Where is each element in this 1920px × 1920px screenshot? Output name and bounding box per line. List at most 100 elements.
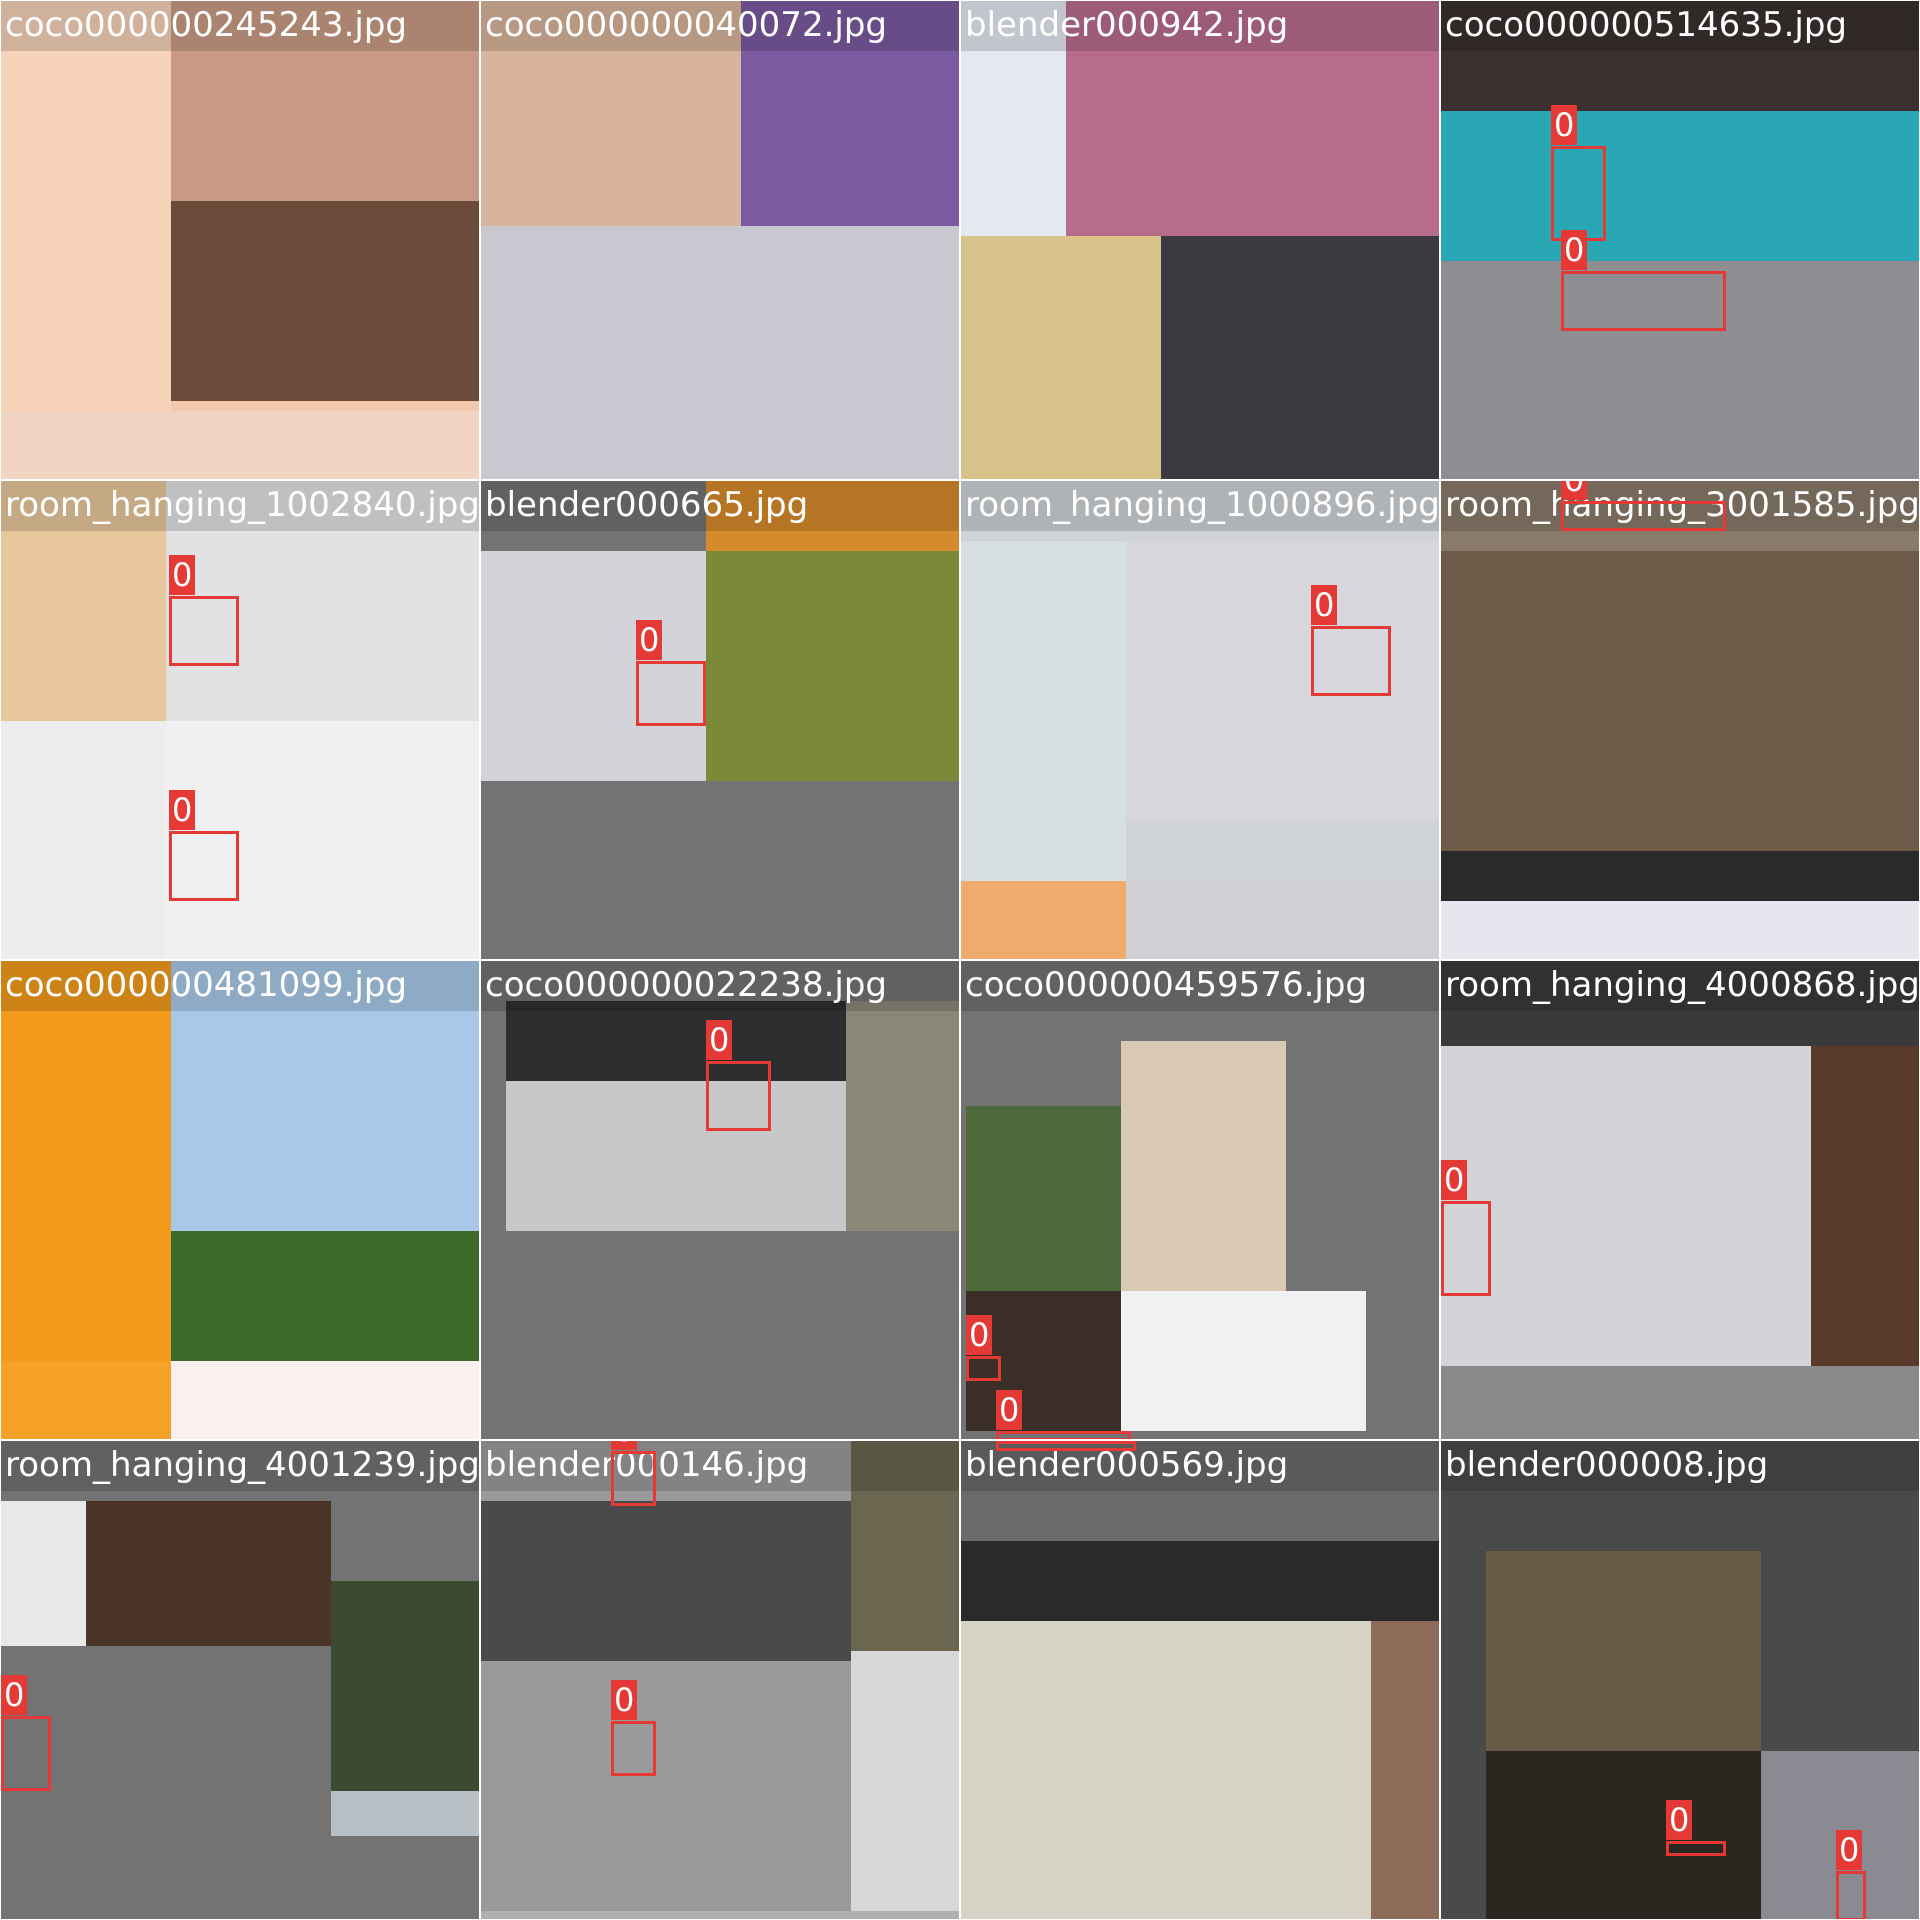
detection-box: 0 — [966, 1315, 1001, 1381]
image-region — [1441, 1046, 1811, 1366]
image-region — [1, 1, 171, 411]
detection-box: 0 — [611, 1441, 656, 1506]
tile-filename-label: room_hanging_1000896.jpg — [965, 485, 1440, 525]
label-band — [1, 481, 479, 531]
image-region — [966, 1106, 1121, 1291]
image-region — [1441, 851, 1919, 901]
detection-box: 0 — [169, 555, 239, 666]
detection-box: 0 — [1441, 1160, 1491, 1296]
detection-box: 0 — [996, 1441, 1136, 1451]
tile-filename-label: coco000000245243.jpg — [5, 5, 407, 45]
image-region — [1, 961, 171, 1361]
image-region — [961, 1541, 1439, 1621]
image-region — [1441, 261, 1919, 479]
label-band — [1, 1, 479, 51]
tile-filename-label: room_hanging_4000868.jpg — [1445, 965, 1920, 1005]
image-region — [1121, 1291, 1366, 1431]
detection-class-label: 0 — [1561, 481, 1588, 500]
tile-filename-label: coco000000514635.jpg — [1445, 5, 1847, 45]
tile-filename-label: coco000000040072.jpg — [485, 5, 887, 45]
detection-box: 0 — [611, 1680, 656, 1776]
tile-filename-label: blender000008.jpg — [1445, 1445, 1769, 1485]
detection-class-label: 0 — [1441, 1160, 1468, 1200]
image-region — [1441, 111, 1919, 261]
label-band — [961, 1, 1439, 51]
image-region — [851, 1651, 959, 1911]
label-band — [961, 481, 1439, 531]
image-region — [706, 481, 959, 551]
image-region — [846, 1001, 959, 1231]
image-region — [851, 1441, 959, 1651]
image-region — [481, 1, 741, 226]
image-region — [166, 481, 479, 721]
mosaic-tile: room_hanging_3001585.jpg 0 — [1440, 480, 1920, 960]
label-band — [1441, 961, 1919, 1011]
label-band — [961, 961, 1439, 1011]
image-region — [171, 1, 479, 201]
mosaic-tile: coco000000459576.jpg 0 0 — [960, 960, 1440, 1440]
detection-class-label: 0 — [706, 1020, 733, 1060]
image-region — [961, 1621, 1371, 1919]
image-region — [331, 1581, 479, 1791]
tile-filename-label: room_hanging_4001239.jpg — [5, 1445, 480, 1485]
label-band — [1441, 481, 1919, 531]
detection-class-label: 0 — [996, 1390, 1023, 1430]
image-region — [1441, 901, 1919, 959]
detection-class-label: 0 — [966, 1315, 993, 1355]
image-region — [706, 551, 959, 781]
image-region — [1161, 236, 1439, 479]
image-region — [1126, 541, 1439, 821]
detection-box: 0 — [1551, 105, 1606, 241]
detection-box: 0 — [1311, 585, 1391, 696]
label-band — [1, 1441, 479, 1491]
image-region — [481, 551, 706, 781]
detection-box: 0 — [1561, 481, 1726, 531]
detection-class-label: 0 — [1, 1675, 28, 1715]
tile-filename-label: coco000000022238.jpg — [485, 965, 887, 1005]
label-band — [481, 481, 959, 531]
label-band — [481, 961, 959, 1011]
image-region — [171, 1361, 479, 1439]
mosaic-tile: coco000000514635.jpg 0 0 — [1440, 0, 1920, 480]
detection-class-label: 0 — [1836, 1830, 1863, 1870]
detection-class-label: 0 — [1561, 230, 1588, 270]
mosaic-tile: blender000665.jpg 0 — [480, 480, 960, 960]
mosaic-tile: room_hanging_1000896.jpg 0 — [960, 480, 1440, 960]
image-region — [1441, 1366, 1919, 1439]
image-region — [1811, 1046, 1919, 1366]
detection-box: 0 — [1, 1675, 51, 1791]
tile-filename-label: coco000000459576.jpg — [965, 965, 1367, 1005]
image-region — [481, 1501, 851, 1661]
mosaic-tile: blender000008.jpg 0 0 — [1440, 1440, 1920, 1920]
label-band — [1, 961, 479, 1011]
image-region — [966, 1291, 1121, 1431]
detection-class-label: 0 — [611, 1680, 638, 1720]
image-region — [1486, 1751, 1761, 1919]
image-region — [1, 481, 166, 721]
image-region — [961, 881, 1126, 959]
detection-box: 0 — [636, 620, 706, 726]
image-region — [961, 1, 1066, 236]
label-band — [1441, 1, 1919, 51]
image-region — [1, 411, 479, 479]
image-region — [171, 201, 479, 401]
image-region — [1066, 1, 1439, 236]
image-region — [86, 1501, 331, 1646]
mosaic-tile: blender000942.jpg — [960, 0, 1440, 480]
image-region — [1, 721, 166, 959]
tile-filename-label: room_hanging_3001585.jpg — [1445, 485, 1920, 525]
detection-box: 0 — [1666, 1800, 1726, 1856]
tile-filename-label: room_hanging_1002840.jpg — [5, 485, 480, 525]
mosaic-tile: coco000000245243.jpg — [0, 0, 480, 480]
image-region — [741, 1, 959, 226]
tile-filename-label: blender000942.jpg — [965, 5, 1289, 45]
detection-box: 0 — [1836, 1830, 1866, 1919]
mosaic-tile: room_hanging_1002840.jpg 0 0 — [0, 480, 480, 960]
detection-box: 0 — [169, 790, 239, 901]
image-region — [961, 236, 1161, 479]
detection-box: 0 — [996, 1390, 1131, 1439]
image-region — [166, 721, 479, 959]
detection-class-label: 0 — [1311, 585, 1338, 625]
